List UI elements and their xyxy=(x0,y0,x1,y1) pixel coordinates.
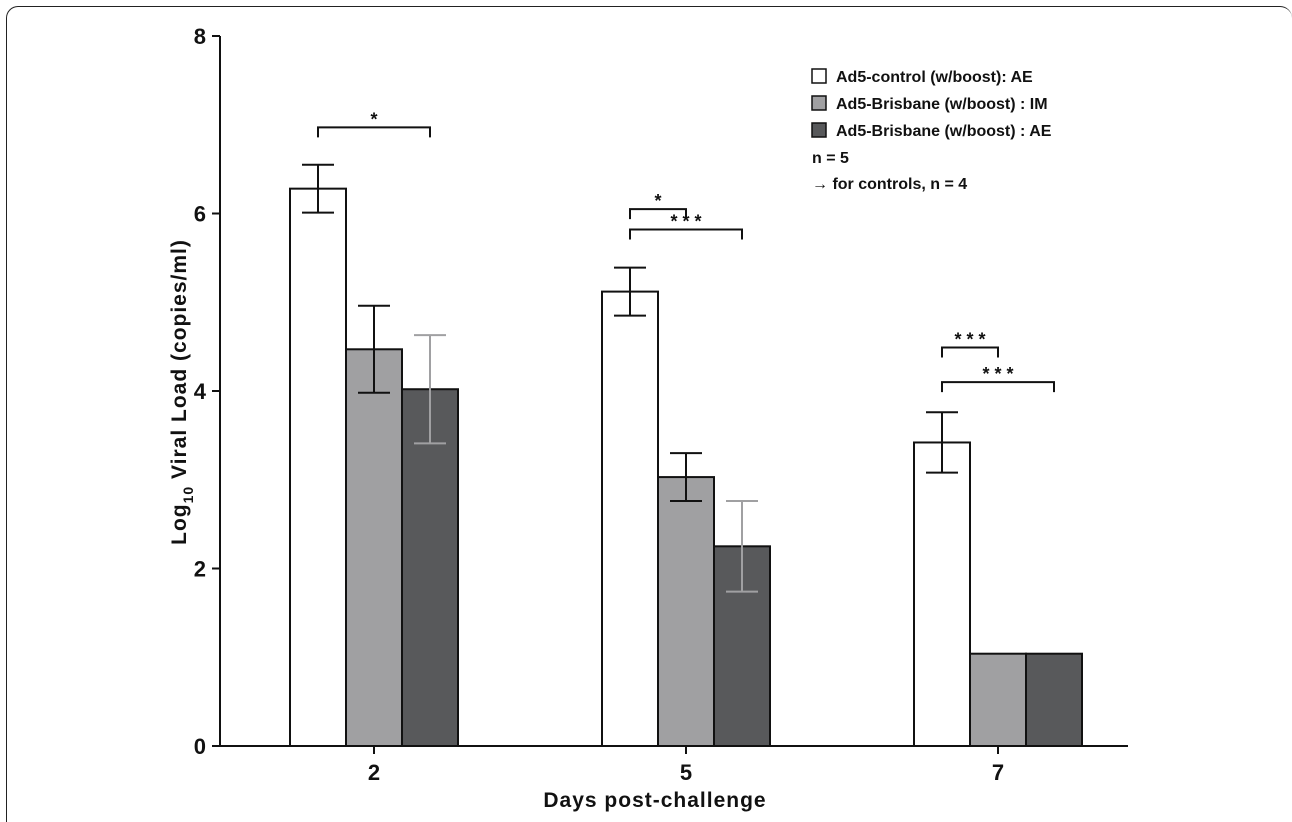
x-tick-label-7: 7 xyxy=(992,760,1004,785)
figure-frame xyxy=(6,6,1292,822)
legend-note-1: → for controls, n = 4 xyxy=(812,176,967,193)
error-bar-2-2 xyxy=(414,334,446,445)
bar-0-7 xyxy=(913,441,971,747)
significance-label-0: * xyxy=(370,109,377,129)
significance-label-3: * * * xyxy=(954,330,985,350)
bar-1-2 xyxy=(345,348,403,747)
significance-bracket-0: * xyxy=(317,109,431,138)
bar-1-7 xyxy=(969,652,1027,748)
bar-2-7 xyxy=(1025,652,1083,748)
legend-label-1: Ad5-Brisbane (w/boost) : IM xyxy=(836,96,1048,113)
x-tick-label-2: 2 xyxy=(368,760,380,785)
legend-note-0: n = 5 xyxy=(812,150,849,167)
significance-label-4: * * * xyxy=(982,364,1013,384)
significance-label-1: * xyxy=(654,191,661,211)
bar-0-2 xyxy=(289,187,347,747)
legend-label-0: Ad5-control (w/boost): AE xyxy=(836,69,1033,86)
error-bar-2-5 xyxy=(726,500,758,593)
error-bar-0-2 xyxy=(302,163,334,214)
x-tick-label-5: 5 xyxy=(680,760,692,785)
bars xyxy=(289,187,1083,748)
y-tick-label-8: 8 xyxy=(194,24,206,49)
x-axis-title: Days post-challenge xyxy=(543,789,766,812)
bar-2-2 xyxy=(401,388,459,747)
bar-1-5 xyxy=(657,476,715,747)
error-bars xyxy=(302,163,958,593)
legend-swatch-1 xyxy=(811,95,827,111)
legend-swatch-2 xyxy=(811,122,827,138)
y-tick-label-2: 2 xyxy=(194,557,206,582)
legend-label-2: Ad5-Brisbane (w/boost) : AE xyxy=(836,123,1052,140)
significance-brackets: * * * * * * * * * * * xyxy=(317,109,1055,393)
significance-bracket-3: * * * xyxy=(941,330,999,358)
y-axis-title: Log10 Viral Load (copies/ml) xyxy=(168,239,196,545)
bar-0-5 xyxy=(601,290,659,747)
error-bar-1-2 xyxy=(358,304,390,394)
y-tick-label-6: 6 xyxy=(194,202,206,227)
error-bar-0-5 xyxy=(614,266,646,317)
error-bar-0-7 xyxy=(926,411,958,474)
error-bar-1-5 xyxy=(670,452,702,503)
y-tick-label-0: 0 xyxy=(194,734,206,759)
significance-label-2: * * * xyxy=(670,211,701,231)
y-tick-label-4: 4 xyxy=(194,379,207,404)
significance-bracket-1: * xyxy=(629,191,687,220)
legend: Ad5-control (w/boost): AE Ad5-Brisbane (w… xyxy=(811,68,1052,193)
significance-bracket-4: * * * xyxy=(941,364,1055,393)
significance-bracket-2: * * * xyxy=(629,211,743,240)
legend-swatch-0 xyxy=(811,68,827,84)
